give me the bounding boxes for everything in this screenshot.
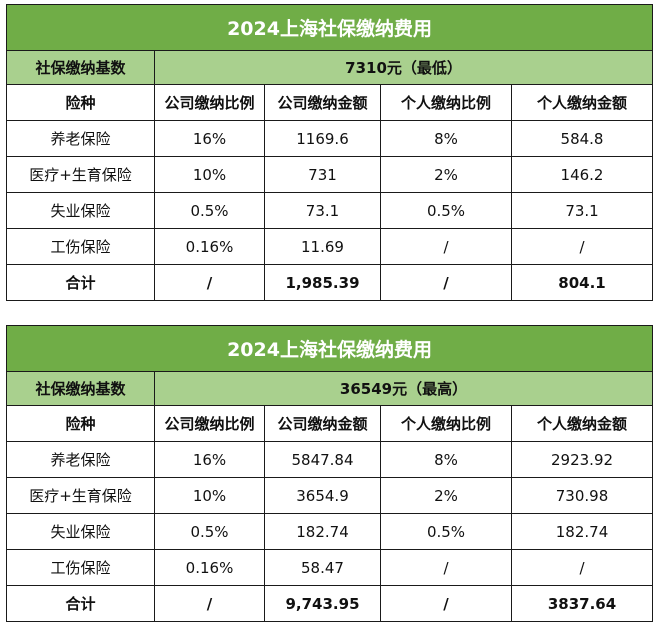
cell: 0.5%: [154, 192, 265, 229]
cell: 2923.92: [510, 441, 654, 478]
cell: /: [380, 228, 512, 265]
table-row: 失业保险 0.5% 73.1 0.5% 73.1: [6, 192, 654, 229]
cell: 医疗+生育保险: [6, 477, 155, 514]
cell: 73.1: [510, 192, 654, 229]
base-value: 7310元（最低）: [153, 50, 654, 85]
header-row: 险种 公司缴纳比例 公司缴纳金额 个人缴纳比例 个人缴纳金额: [6, 405, 654, 442]
cell: 0.5%: [380, 192, 512, 229]
cell: 医疗+生育保险: [6, 156, 155, 193]
cell: /: [510, 549, 654, 586]
table-row: 工伤保险 0.16% 11.69 / /: [6, 228, 654, 265]
table-row: 医疗+生育保险 10% 3654.9 2% 730.98: [6, 477, 654, 514]
cell: 8%: [380, 120, 512, 157]
header-cell: 公司缴纳金额: [264, 405, 381, 442]
cell: 工伤保险: [6, 549, 155, 586]
table-row: 医疗+生育保险 10% 731 2% 146.2: [6, 156, 654, 193]
cell: 2%: [380, 156, 512, 193]
header-cell: 公司缴纳金额: [264, 84, 381, 121]
header-cell: 个人缴纳金额: [510, 405, 654, 442]
cell: 58.47: [264, 549, 381, 586]
total-cell: 合计: [6, 264, 155, 301]
header-cell: 险种: [6, 405, 155, 442]
cell: 182.74: [510, 513, 654, 550]
total-cell: 3837.64: [510, 585, 654, 622]
cell: 11.69: [264, 228, 381, 265]
total-cell: /: [154, 264, 265, 301]
cell: 8%: [380, 441, 512, 478]
cell: 10%: [154, 477, 265, 514]
cell: 16%: [154, 441, 265, 478]
total-cell: /: [380, 585, 512, 622]
table-title: 2024上海社保缴纳费用: [5, 325, 654, 372]
header-cell: 险种: [6, 84, 155, 121]
table-row: 养老保险 16% 5847.84 8% 2923.92: [6, 441, 654, 478]
cell: /: [510, 228, 654, 265]
base-value: 36549元（最高）: [153, 371, 654, 406]
cell: 1169.6: [264, 120, 381, 157]
base-label: 社保缴纳基数: [6, 371, 155, 406]
total-cell: 1,985.39: [264, 264, 381, 301]
cell: 16%: [154, 120, 265, 157]
table-title: 2024上海社保缴纳费用: [5, 4, 654, 51]
cell: 584.8: [510, 120, 654, 157]
cell: 731: [264, 156, 381, 193]
cell: 养老保险: [6, 441, 155, 478]
cell: 0.16%: [154, 228, 265, 265]
cell: 2%: [380, 477, 512, 514]
cell: 失业保险: [6, 513, 155, 550]
cell: 0.5%: [380, 513, 512, 550]
cell: /: [380, 549, 512, 586]
insurance-table-minimum: 2024上海社保缴纳费用 社保缴纳基数 7310元（最低） 险种 公司缴纳比例 …: [5, 4, 654, 301]
header-cell: 公司缴纳比例: [154, 84, 265, 121]
cell: 10%: [154, 156, 265, 193]
total-cell: 804.1: [510, 264, 654, 301]
header-cell: 个人缴纳金额: [510, 84, 654, 121]
total-cell: /: [380, 264, 512, 301]
table-row: 工伤保险 0.16% 58.47 / /: [6, 549, 654, 586]
total-row: 合计 / 1,985.39 / 804.1: [6, 264, 654, 301]
table-row: 失业保险 0.5% 182.74 0.5% 182.74: [6, 513, 654, 550]
base-label: 社保缴纳基数: [6, 50, 155, 85]
header-cell: 公司缴纳比例: [154, 405, 265, 442]
cell: 3654.9: [264, 477, 381, 514]
cell: 146.2: [510, 156, 654, 193]
cell: 0.16%: [154, 549, 265, 586]
cell: 养老保险: [6, 120, 155, 157]
insurance-table-maximum: 2024上海社保缴纳费用 社保缴纳基数 36549元（最高） 险种 公司缴纳比例…: [5, 325, 654, 622]
total-row: 合计 / 9,743.95 / 3837.64: [6, 585, 654, 622]
total-cell: 合计: [6, 585, 155, 622]
cell: 0.5%: [154, 513, 265, 550]
table-row: 养老保险 16% 1169.6 8% 584.8: [6, 120, 654, 157]
total-cell: /: [154, 585, 265, 622]
total-cell: 9,743.95: [264, 585, 381, 622]
cell: 182.74: [264, 513, 381, 550]
cell: 73.1: [264, 192, 381, 229]
cell: 工伤保险: [6, 228, 155, 265]
cell: 失业保险: [6, 192, 155, 229]
header-cell: 个人缴纳比例: [380, 405, 512, 442]
cell: 5847.84: [264, 441, 381, 478]
header-row: 险种 公司缴纳比例 公司缴纳金额 个人缴纳比例 个人缴纳金额: [6, 84, 654, 121]
cell: 730.98: [510, 477, 654, 514]
header-cell: 个人缴纳比例: [380, 84, 512, 121]
